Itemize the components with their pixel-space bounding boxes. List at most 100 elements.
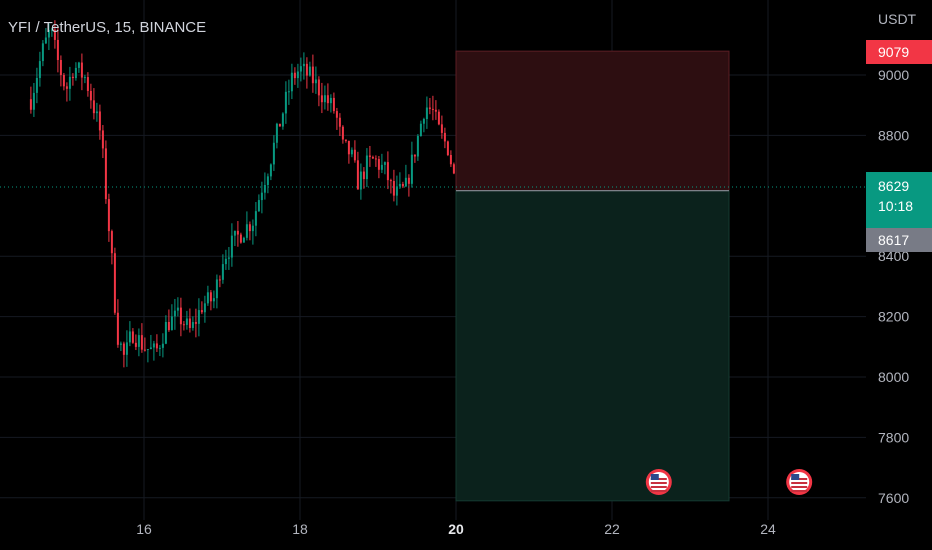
candle-body: [173, 310, 176, 317]
flag-stripe: [650, 482, 667, 484]
candle-body: [266, 176, 269, 186]
candle-body: [410, 154, 413, 184]
candle-body: [224, 258, 227, 265]
candle-body: [122, 343, 125, 355]
candle-body: [362, 171, 365, 180]
candle-body: [359, 171, 362, 190]
flag-stripe: [791, 486, 808, 488]
candle-body: [428, 107, 431, 109]
countdown-timer: 10:18: [878, 198, 914, 214]
candle-body: [281, 113, 284, 127]
candle-body: [203, 303, 206, 313]
candle-body: [59, 60, 62, 76]
candle-body: [143, 349, 146, 351]
candle-body: [425, 107, 428, 120]
candle-body: [374, 158, 377, 160]
price-tick-label: 7800: [878, 429, 909, 445]
candle-body: [50, 29, 53, 31]
candle-body: [341, 126, 344, 140]
candle-body: [209, 292, 212, 302]
price-tick-label: 8000: [878, 369, 909, 385]
candle-body: [65, 86, 68, 89]
position-tool[interactable]: [455, 50, 730, 502]
candle-body: [128, 331, 131, 343]
candle-body: [299, 66, 302, 72]
price-tick-label: 9000: [878, 67, 909, 83]
stop-loss-zone[interactable]: [455, 50, 730, 192]
candle-body: [290, 72, 293, 92]
candle-body: [338, 117, 341, 127]
candle-body: [302, 63, 305, 67]
candle-body: [149, 347, 152, 350]
us-flag-icon[interactable]: [645, 469, 672, 495]
candle-body: [293, 72, 296, 79]
candle-body: [137, 335, 140, 347]
candle-body: [272, 142, 275, 165]
stop-price-tag: 9079: [866, 40, 932, 64]
candle-body: [332, 97, 335, 112]
candle-body: [29, 99, 32, 110]
candle-body: [239, 234, 242, 243]
candle-body: [269, 164, 272, 177]
price-tick-label: 8400: [878, 248, 909, 264]
candle-body: [68, 76, 71, 89]
candle-body: [92, 100, 95, 114]
candle-body: [107, 199, 110, 232]
candle-body: [53, 29, 56, 40]
candle-body: [317, 79, 320, 96]
candle-body: [110, 231, 113, 254]
candle-body: [182, 324, 185, 326]
last-price-value: 8629: [878, 178, 910, 194]
candle-body: [392, 180, 395, 196]
candle-body: [404, 177, 407, 187]
candle-body: [311, 66, 314, 84]
candle-body: [74, 67, 77, 79]
candle-body: [278, 123, 281, 127]
us-flag-icon[interactable]: [786, 469, 813, 495]
candle-body: [158, 347, 161, 349]
candle-body: [371, 156, 374, 159]
candle-body: [179, 307, 182, 325]
candle-body: [356, 160, 359, 190]
candle-body: [101, 130, 104, 149]
currency-label: USDT: [878, 11, 917, 27]
candle-body: [377, 159, 380, 170]
last-price-tag: 8629 10:18: [866, 172, 932, 228]
time-axis[interactable]: 16 18 20 22 24: [136, 521, 776, 537]
candle-body: [134, 342, 137, 347]
candle-body: [254, 211, 257, 226]
candle-body: [452, 164, 455, 174]
entry-price-tag: 8617: [866, 228, 932, 252]
candle-body: [386, 162, 389, 181]
candle-body: [152, 343, 155, 348]
flag-stripe: [650, 490, 667, 492]
candle-body: [86, 77, 89, 91]
candle-body: [194, 322, 197, 324]
event-markers[interactable]: [645, 469, 813, 495]
time-tick-label: 20: [448, 521, 464, 537]
symbol-title[interactable]: YFI / TetherUS, 15, BINANCE: [8, 19, 207, 36]
candle-body: [77, 62, 80, 68]
candle-body: [287, 91, 290, 93]
candle-body: [350, 149, 353, 155]
candle-body: [389, 180, 392, 182]
take-profit-zone[interactable]: [455, 190, 730, 502]
time-tick-label: 16: [136, 521, 152, 537]
candle-body: [38, 61, 41, 78]
candle-body: [41, 43, 44, 62]
candle-body: [221, 264, 224, 280]
candle-body: [125, 342, 128, 355]
candle-body: [176, 307, 179, 311]
candle-body: [242, 237, 245, 243]
candle-body: [407, 177, 410, 184]
candle-body: [329, 97, 332, 104]
candlestick-series: [29, 20, 455, 368]
candle-body: [263, 185, 266, 193]
price-axis[interactable]: 9000 8800 8400 8200 8000 7800 7600: [878, 67, 909, 506]
candle-body: [398, 183, 401, 187]
candle-body: [227, 257, 230, 259]
candle-body: [80, 62, 83, 78]
candle-body: [170, 316, 173, 331]
candle-body: [320, 95, 323, 103]
